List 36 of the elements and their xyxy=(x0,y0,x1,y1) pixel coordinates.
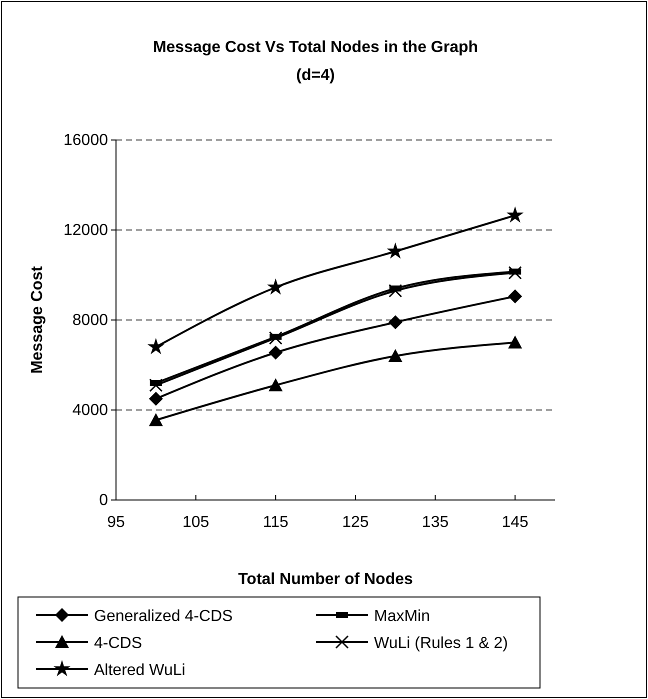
legend-label: WuLi (Rules 1 & 2) xyxy=(374,635,508,652)
point xyxy=(268,279,284,294)
legend-label: Generalized 4-CDS xyxy=(94,608,233,625)
x-tick-label: 115 xyxy=(262,514,288,531)
y-tick-label: 0 xyxy=(99,492,108,510)
point xyxy=(268,331,282,345)
legend-label: MaxMin xyxy=(374,608,430,625)
point xyxy=(508,266,522,280)
y-tick-label: 8000 xyxy=(72,312,108,330)
point xyxy=(508,336,522,348)
point xyxy=(268,378,283,392)
point xyxy=(508,289,522,304)
legend-label: 4-CDS xyxy=(94,635,142,652)
point xyxy=(148,338,164,354)
chart-subtitle: (d=4) xyxy=(296,67,335,84)
x-tick-label: 135 xyxy=(422,514,449,531)
point xyxy=(388,284,402,298)
point xyxy=(387,243,404,258)
x-axis-title: Total Number of Nodes xyxy=(238,571,414,588)
legend-label: Altered WuLi xyxy=(94,662,186,679)
point xyxy=(507,207,523,222)
x-tick-label: 95 xyxy=(107,514,125,531)
x-tick-label: 125 xyxy=(342,514,369,531)
point xyxy=(148,413,163,426)
y-axis-title: Message Cost xyxy=(29,266,46,374)
point xyxy=(149,378,163,392)
y-tick-label: 4000 xyxy=(72,402,108,420)
point xyxy=(388,315,402,330)
y-tick-label: 12000 xyxy=(64,222,108,240)
chart-title: Message Cost Vs Total Nodes in the Graph xyxy=(152,39,478,56)
point xyxy=(388,349,402,362)
x-tick-label: 145 xyxy=(502,514,529,531)
point xyxy=(148,392,163,406)
y-tick-label: 16000 xyxy=(64,132,108,150)
point xyxy=(268,346,283,360)
x-tick-label: 105 xyxy=(182,514,210,531)
